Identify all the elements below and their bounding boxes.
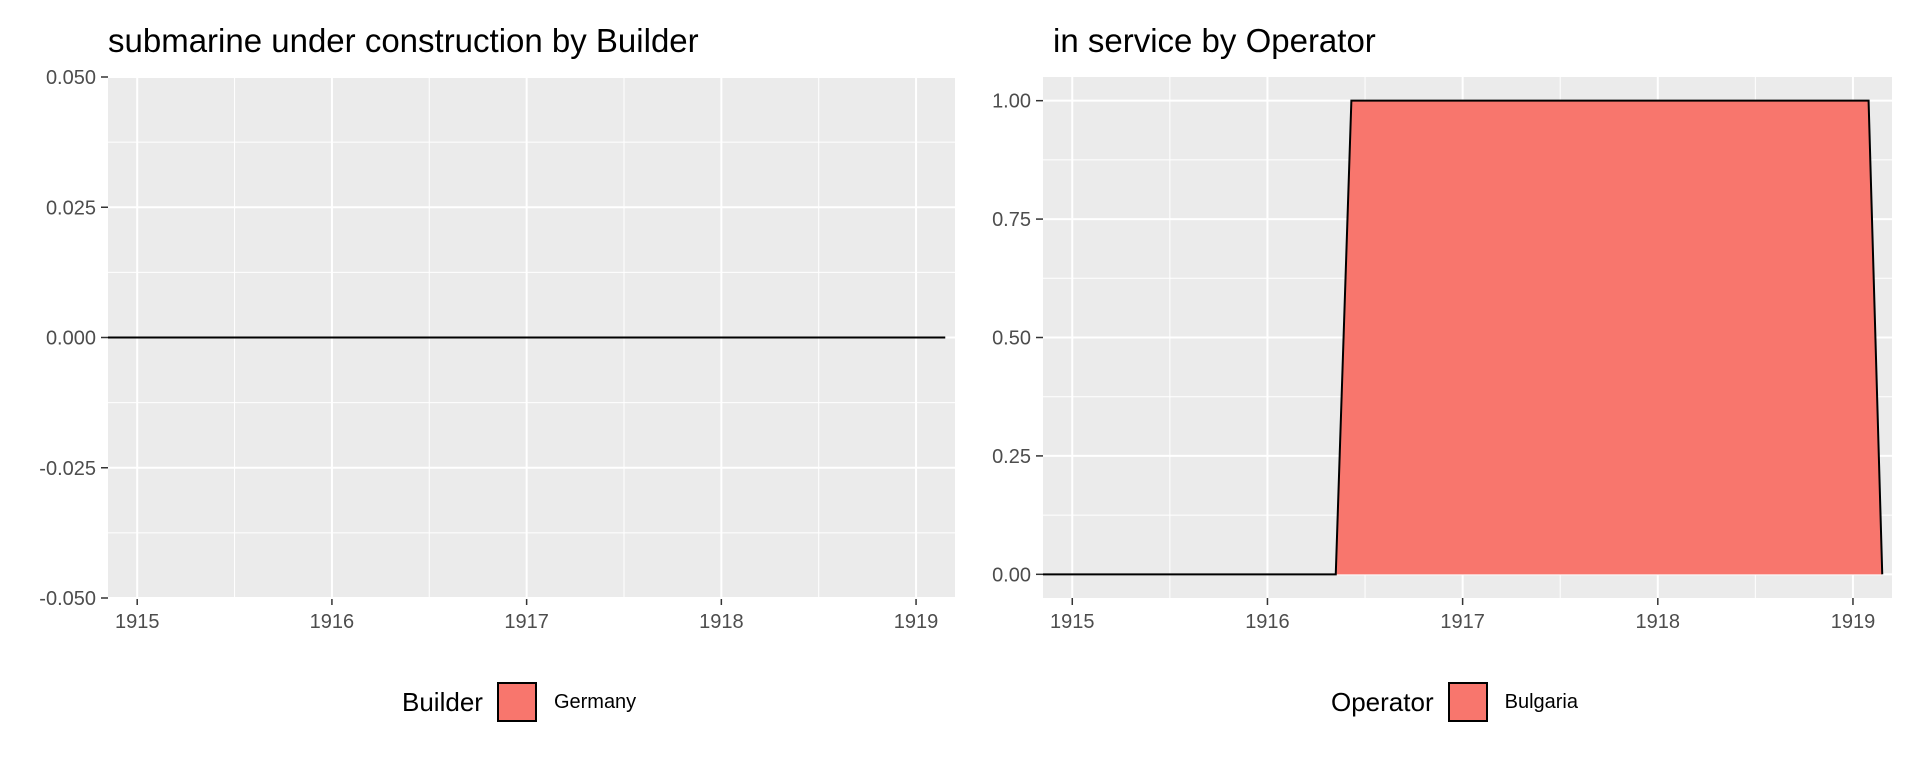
plot-area-operator: 1915 1916 1917 1918 1919 0.00 0.25 0.50 0.75 1.00 <box>992 77 1892 633</box>
series-outline <box>1043 99 1884 576</box>
y-tick-label: -0.025 <box>39 458 96 480</box>
chart-title: in service by Operator <box>1053 22 1376 59</box>
legend-entry-label: Bulgaria <box>1504 690 1578 713</box>
y-tick-label: 0.000 <box>46 328 96 350</box>
x-tick-label: 1916 <box>1245 611 1290 633</box>
legend: Operator Bulgaria <box>1331 678 1578 726</box>
x-tick-label: 1919 <box>894 611 939 633</box>
series-area <box>1043 100 1883 575</box>
chart-panel-builder: 1915 1916 1917 1918 1919 -0.050 -0.025 0.000 0.0… <box>39 22 955 726</box>
x-tick-label: 1918 <box>699 611 744 633</box>
x-tick-label: 1916 <box>310 611 355 633</box>
y-tick-label: 0.00 <box>992 564 1031 586</box>
y-tick-label: 1.00 <box>992 91 1031 113</box>
chart-panel-operator: 1915 1916 1917 1918 1919 0.00 0.25 0.50 0.75 1.00… <box>960 0 1920 768</box>
x-tick-label: 1919 <box>1831 611 1876 633</box>
y-tick-label: 0.50 <box>992 328 1031 350</box>
legend-title: Operator <box>1331 686 1434 717</box>
y-tick-label: 0.75 <box>992 209 1031 231</box>
x-tick-label: 1918 <box>1636 611 1681 633</box>
plot-area-builder: 1915 1916 1917 1918 1919 -0.050 -0.025 0.000 0.0… <box>39 67 955 633</box>
y-tick-label: 0.050 <box>46 67 96 89</box>
chart-title: submarine under construction by Builder <box>108 22 699 59</box>
y-tick-label: -0.050 <box>39 588 96 610</box>
legend: Builder Germany <box>402 678 636 726</box>
y-tick-label: 0.025 <box>46 197 96 219</box>
legend-entry-label: Germany <box>553 690 637 713</box>
legend-key-swatch <box>496 682 537 722</box>
x-tick-label: 1917 <box>504 611 549 633</box>
y-tick-label: 0.25 <box>992 446 1031 468</box>
x-tick-label: 1915 <box>115 611 160 633</box>
legend-key-swatch <box>1447 682 1488 722</box>
legend-title: Builder <box>402 686 483 717</box>
x-tick-label: 1915 <box>1050 611 1095 633</box>
x-tick-label: 1917 <box>1440 611 1485 633</box>
